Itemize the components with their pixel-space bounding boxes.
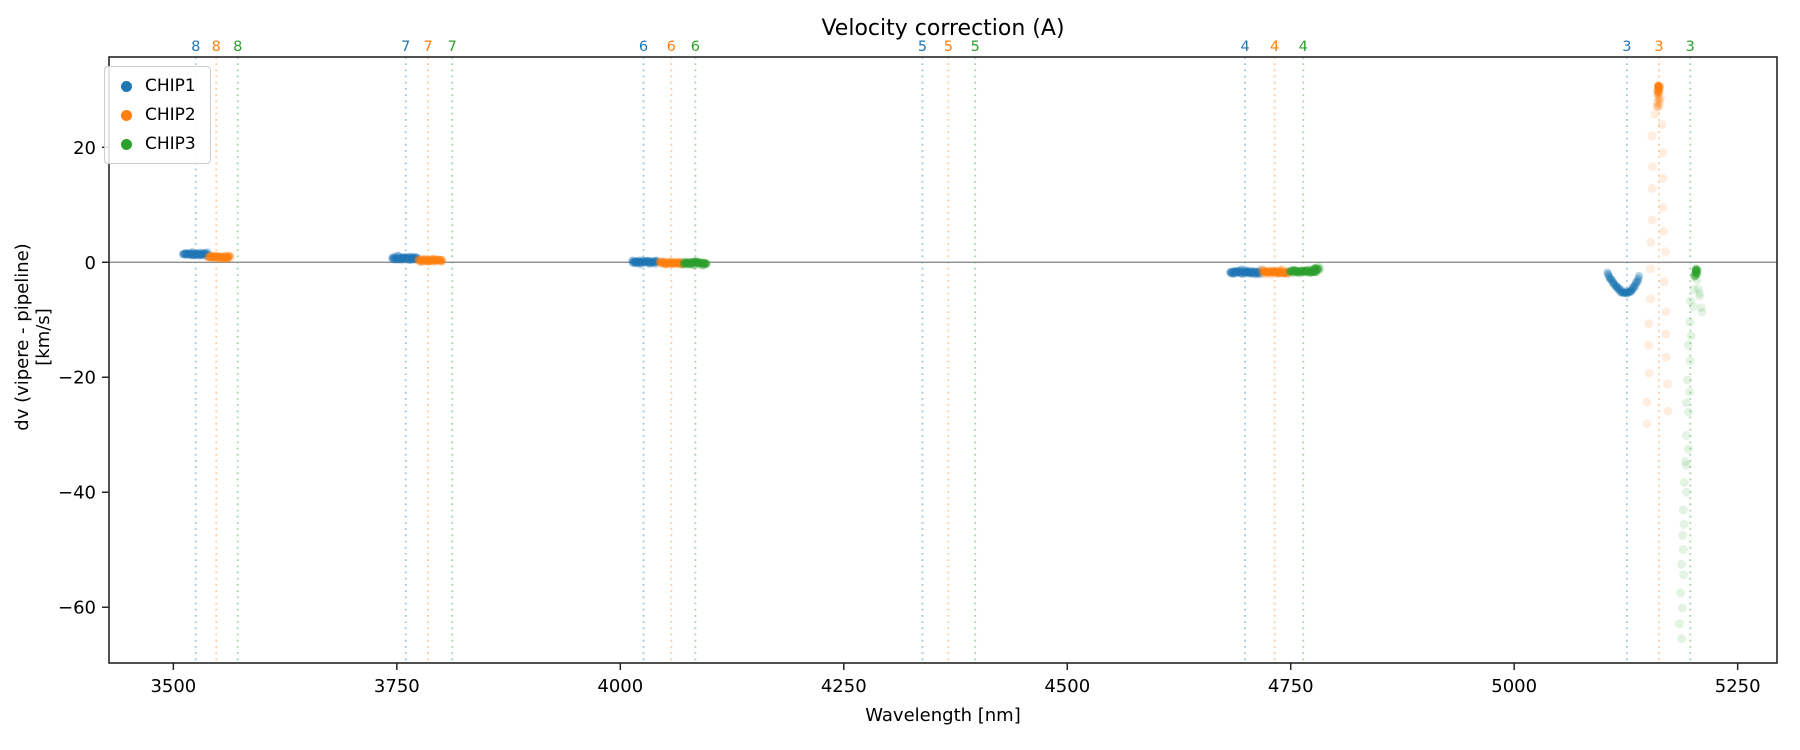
order-label-7: 7 (401, 39, 410, 55)
cluster-chip2-band (655, 257, 687, 269)
scatter-data (178, 81, 1707, 644)
cluster-chip1-u_curve (1603, 268, 1644, 298)
legend-marker-icon (121, 138, 132, 150)
order-label-7: 7 (448, 39, 457, 55)
order-label-5: 5 (971, 39, 980, 55)
order-label-3: 3 (1622, 39, 1631, 55)
y-tick-label: 20 (73, 138, 96, 159)
legend-item-chip2: CHIP2 (115, 104, 196, 126)
order-label-5: 5 (944, 39, 953, 55)
x-tick-label: 5250 (1715, 676, 1761, 697)
x-axis-ticks: 3500 3750 4000 4250 4500 4750 5000 5250 (150, 663, 1761, 697)
order-label-3: 3 (1686, 39, 1695, 55)
cluster-chip3-band (1285, 265, 1322, 278)
x-tick-label: 5000 (1491, 676, 1537, 697)
y-axis-ticks: 20 0 −20 −40 −60 (58, 138, 109, 619)
order-label-6: 6 (667, 39, 676, 55)
legend-label: CHIP3 (145, 133, 196, 154)
legend-label: CHIP2 (145, 104, 196, 125)
y-tick-label: 0 (85, 253, 96, 274)
order-label-4: 4 (1270, 39, 1279, 55)
x-tick-label: 3750 (374, 676, 420, 697)
axes-frame (108, 56, 1778, 664)
order-marker-lines (194, 57, 1692, 663)
x-tick-label: 4250 (821, 676, 867, 697)
order-label-6: 6 (639, 39, 648, 55)
chart-title: Velocity correction (A) (821, 16, 1065, 41)
cluster-chip1-band (628, 256, 661, 269)
cluster-chip2-band (204, 251, 235, 264)
y-tick-label: −20 (58, 368, 96, 389)
x-tick-label: 4000 (597, 676, 643, 697)
cluster-chip1-band (1226, 265, 1265, 279)
cluster-chip1-band (388, 251, 422, 265)
x-tick-label: 4500 (1044, 676, 1090, 697)
cluster-chip3-band (679, 257, 711, 270)
legend: CHIP1 CHIP2 CHIP3 (104, 66, 211, 164)
cluster-chip2-band (1256, 265, 1292, 279)
cluster-chip2-band (413, 254, 447, 267)
order-label-5: 5 (918, 39, 927, 55)
legend-marker-icon (121, 109, 132, 121)
legend-item-chip1: CHIP1 (115, 75, 196, 97)
x-tick-label: 4750 (1268, 676, 1314, 697)
order-label-8: 8 (212, 39, 221, 55)
order-label-4: 4 (1299, 39, 1308, 55)
x-tick-label: 3500 (150, 676, 196, 697)
order-label-3: 3 (1654, 39, 1663, 55)
legend-marker-icon (121, 80, 132, 92)
legend-item-chip3: CHIP3 (115, 133, 196, 155)
order-label-4: 4 (1241, 39, 1250, 55)
cluster-chip1-band (178, 247, 212, 260)
order-label-7: 7 (424, 39, 433, 55)
y-axis-label: dv (vipere - pipeline) [km/s] (12, 243, 54, 431)
legend-label: CHIP1 (145, 75, 196, 96)
cluster-chip3-band (1310, 262, 1325, 275)
order-label-8: 8 (191, 39, 200, 55)
y-tick-label: −60 (58, 598, 96, 619)
cluster-chip3-blob_trail (1674, 264, 1707, 644)
x-axis-label: Wavelength [nm] (865, 705, 1021, 726)
order-label-8: 8 (233, 39, 242, 55)
y-tick-label: −40 (58, 483, 96, 504)
order-label-6: 6 (691, 39, 700, 55)
cluster-chip2-burst (1642, 81, 1673, 429)
